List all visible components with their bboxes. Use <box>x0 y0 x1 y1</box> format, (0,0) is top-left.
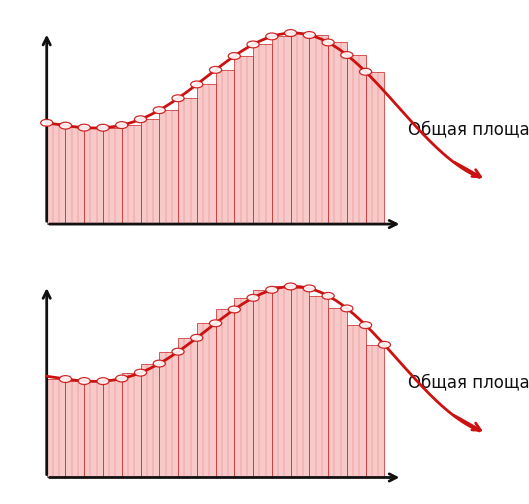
Circle shape <box>59 122 71 129</box>
Circle shape <box>172 95 184 102</box>
Circle shape <box>134 116 147 122</box>
Bar <box>197 85 215 224</box>
Bar <box>234 56 253 224</box>
Text: Общая площадь = 4,08: Общая площадь = 4,08 <box>408 373 529 392</box>
Bar <box>366 72 385 224</box>
Bar <box>141 119 159 224</box>
Bar <box>66 381 84 477</box>
Bar <box>309 35 328 224</box>
Circle shape <box>228 52 240 59</box>
Circle shape <box>341 51 353 58</box>
Bar <box>66 125 84 224</box>
Bar <box>272 36 290 224</box>
Circle shape <box>322 39 334 46</box>
Circle shape <box>116 375 128 382</box>
Circle shape <box>285 30 297 36</box>
Bar <box>103 379 122 477</box>
Circle shape <box>341 305 353 312</box>
Circle shape <box>360 322 372 329</box>
Bar <box>197 323 215 477</box>
Bar <box>84 128 103 224</box>
Bar <box>290 288 309 477</box>
Bar <box>328 42 347 224</box>
Circle shape <box>153 107 166 113</box>
Bar <box>253 290 272 477</box>
Bar <box>122 125 141 224</box>
Circle shape <box>303 32 315 38</box>
Bar <box>366 345 385 477</box>
Bar <box>122 372 141 477</box>
Bar <box>141 363 159 477</box>
Bar <box>272 286 290 477</box>
Circle shape <box>209 67 222 73</box>
Circle shape <box>97 124 109 131</box>
Bar <box>178 338 197 477</box>
Bar <box>290 33 309 224</box>
Circle shape <box>134 369 147 376</box>
Circle shape <box>59 375 71 383</box>
Circle shape <box>303 285 315 292</box>
Circle shape <box>247 294 259 301</box>
Bar <box>347 55 366 224</box>
Circle shape <box>360 69 372 75</box>
Bar <box>47 379 66 477</box>
Text: Общая площадь = 3,92: Общая площадь = 3,92 <box>408 120 529 138</box>
Bar <box>84 381 103 477</box>
Bar <box>47 123 66 224</box>
Circle shape <box>153 360 166 367</box>
Bar <box>103 128 122 224</box>
Circle shape <box>378 341 390 348</box>
Circle shape <box>116 121 128 129</box>
Circle shape <box>41 119 53 126</box>
Bar <box>159 352 178 477</box>
Circle shape <box>266 286 278 293</box>
Bar <box>253 44 272 224</box>
Bar <box>159 110 178 224</box>
Circle shape <box>228 306 240 313</box>
Circle shape <box>172 348 184 355</box>
Bar <box>234 298 253 477</box>
Bar <box>215 309 234 477</box>
Circle shape <box>78 124 90 131</box>
Bar <box>328 308 347 477</box>
Circle shape <box>190 335 203 341</box>
Bar <box>215 70 234 224</box>
Circle shape <box>322 292 334 299</box>
Circle shape <box>78 377 90 385</box>
Circle shape <box>266 33 278 40</box>
Bar <box>178 98 197 224</box>
Bar <box>309 296 328 477</box>
Circle shape <box>285 283 297 290</box>
Circle shape <box>209 320 222 327</box>
Circle shape <box>190 81 203 88</box>
Circle shape <box>247 41 259 48</box>
Bar <box>347 325 366 477</box>
Circle shape <box>97 377 109 385</box>
